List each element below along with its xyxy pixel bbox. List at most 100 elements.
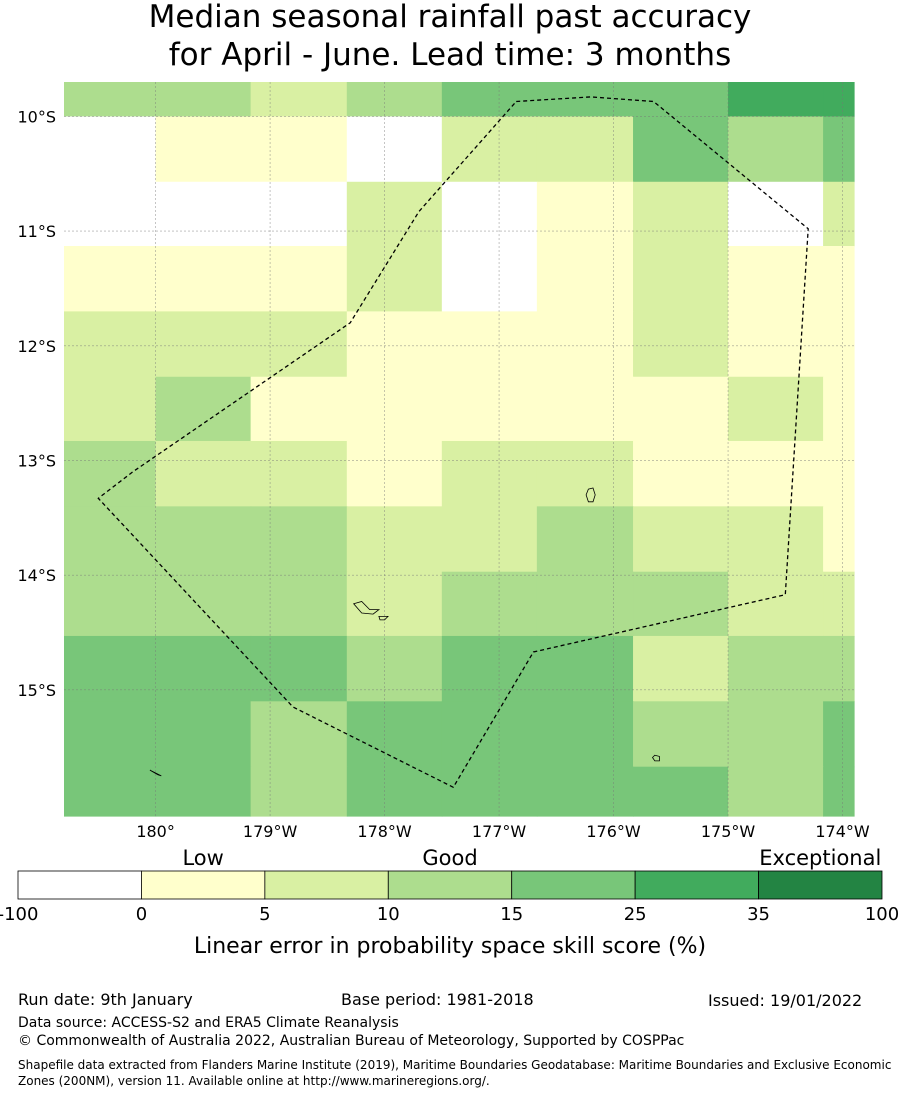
copyright: © Commonwealth of Australia 2022, Austra… (18, 1033, 685, 1049)
skill-cell (633, 376, 729, 442)
lat-tick-label: 13°S (17, 451, 56, 470)
skill-cell (155, 440, 252, 507)
title-line-2: for April - June. Lead time: 3 months (168, 37, 732, 73)
skill-cell (155, 82, 252, 118)
skill-cell (441, 376, 538, 442)
skill-cell (250, 181, 348, 247)
skill-cell (728, 571, 824, 637)
skill-cell (823, 571, 855, 637)
skill-cell (250, 635, 348, 702)
colorbar-segment (387, 870, 513, 900)
skill-cell (155, 376, 252, 442)
legend-category-label: Low (182, 846, 223, 870)
skill-cell (155, 116, 252, 183)
skill-cell (633, 82, 729, 118)
shapefile-credit: Shapefile data extracted from Flanders M… (18, 1058, 892, 1088)
lon-tick-label: 180° (136, 822, 175, 841)
colorbar-segment (264, 870, 389, 900)
island-e (149, 769, 162, 777)
skill-grid (64, 82, 855, 817)
skill-cell (728, 181, 824, 247)
lon-tick-label: 178°W (357, 822, 412, 841)
legend-colorbar: -100 0 5 10 15 25 35 100 Low Good Exceptional Linea… (0, 846, 899, 959)
colorbar-segment (141, 870, 266, 900)
skill-cell (823, 766, 855, 817)
colorbar-tick-label: 100 (865, 904, 899, 925)
skill-cell (728, 246, 824, 312)
skill-cell (823, 82, 855, 118)
skill-cell (823, 376, 855, 442)
lon-tick-label: 177°W (472, 822, 527, 841)
colorbar-tick-label: 35 (747, 904, 770, 925)
skill-cell (250, 701, 348, 768)
skill-cell (346, 376, 443, 442)
lat-tick-label: 11°S (17, 222, 56, 241)
skill-cell (155, 571, 252, 637)
colorbar-tick-label: -100 (0, 904, 38, 925)
skill-cell (823, 181, 855, 247)
colorbar-segment (634, 870, 759, 900)
skill-cell (441, 571, 538, 637)
issued-date: Issued: 19/01/2022 (708, 991, 863, 1010)
island-a (585, 487, 596, 503)
skill-cell (728, 506, 824, 573)
run-date: Run date: 9th January (18, 990, 193, 1009)
skill-cell (250, 571, 348, 637)
lon-tick-label: 174°W (815, 822, 870, 841)
skill-cell (536, 701, 634, 768)
skill-cell (823, 311, 855, 378)
eez-boundary (97, 96, 809, 789)
skill-cell (633, 246, 729, 312)
skill-cell (155, 701, 252, 768)
skill-cell (346, 82, 443, 118)
lat-tick-label: 12°S (17, 337, 56, 356)
skill-map: 180° 179°W 178°W 177°W 176°W 175°W 174°W 10°S 11… (0, 82, 899, 959)
skill-cell (633, 311, 729, 378)
skill-cell (441, 766, 538, 817)
lon-tick-label: 179°W (243, 822, 298, 841)
skill-cell (346, 181, 443, 247)
skill-cell (441, 635, 538, 702)
skill-cell (633, 635, 729, 702)
skill-cell (536, 766, 634, 817)
lat-tick-label: 10°S (17, 107, 56, 126)
lon-tick-label: 175°W (701, 822, 756, 841)
skill-cell (633, 116, 729, 183)
skill-cell (536, 311, 634, 378)
skill-cell (536, 506, 634, 573)
colorbar-segment (758, 870, 883, 900)
map-axes: 180° 179°W 178°W 177°W 176°W 175°W 174°W 10°S 11… (17, 107, 869, 841)
skill-cell (64, 376, 157, 442)
skill-cell (633, 701, 729, 768)
skill-cell (823, 701, 855, 768)
skill-cell (633, 440, 729, 507)
title-line-1: Median seasonal rainfall past accuracy (148, 0, 752, 35)
skill-cell (346, 635, 443, 702)
skill-cell (155, 506, 252, 573)
skill-cell (728, 116, 824, 183)
skill-cell (633, 506, 729, 573)
colorbar-tick-label: 25 (624, 904, 647, 925)
skill-cell (64, 82, 157, 118)
island-b (352, 601, 381, 615)
skill-cell (250, 116, 348, 183)
skill-cell (633, 181, 729, 247)
skill-cell (823, 116, 855, 183)
skill-cell (64, 701, 157, 768)
islands (149, 487, 660, 777)
skill-cell (155, 635, 252, 702)
skill-cell (441, 311, 538, 378)
skill-cell (250, 82, 348, 118)
skill-cell (346, 311, 443, 378)
skill-cell (64, 181, 157, 247)
legend-category-label: Exceptional (759, 846, 881, 870)
skill-cell (155, 766, 252, 817)
skill-cell (441, 181, 538, 247)
skill-cell (728, 635, 824, 702)
skill-cell (250, 311, 348, 378)
skill-cell (441, 506, 538, 573)
skill-cell (728, 311, 824, 378)
skill-cell (64, 311, 157, 378)
legend-category-label: Good (422, 846, 477, 870)
skill-cell (728, 766, 824, 817)
